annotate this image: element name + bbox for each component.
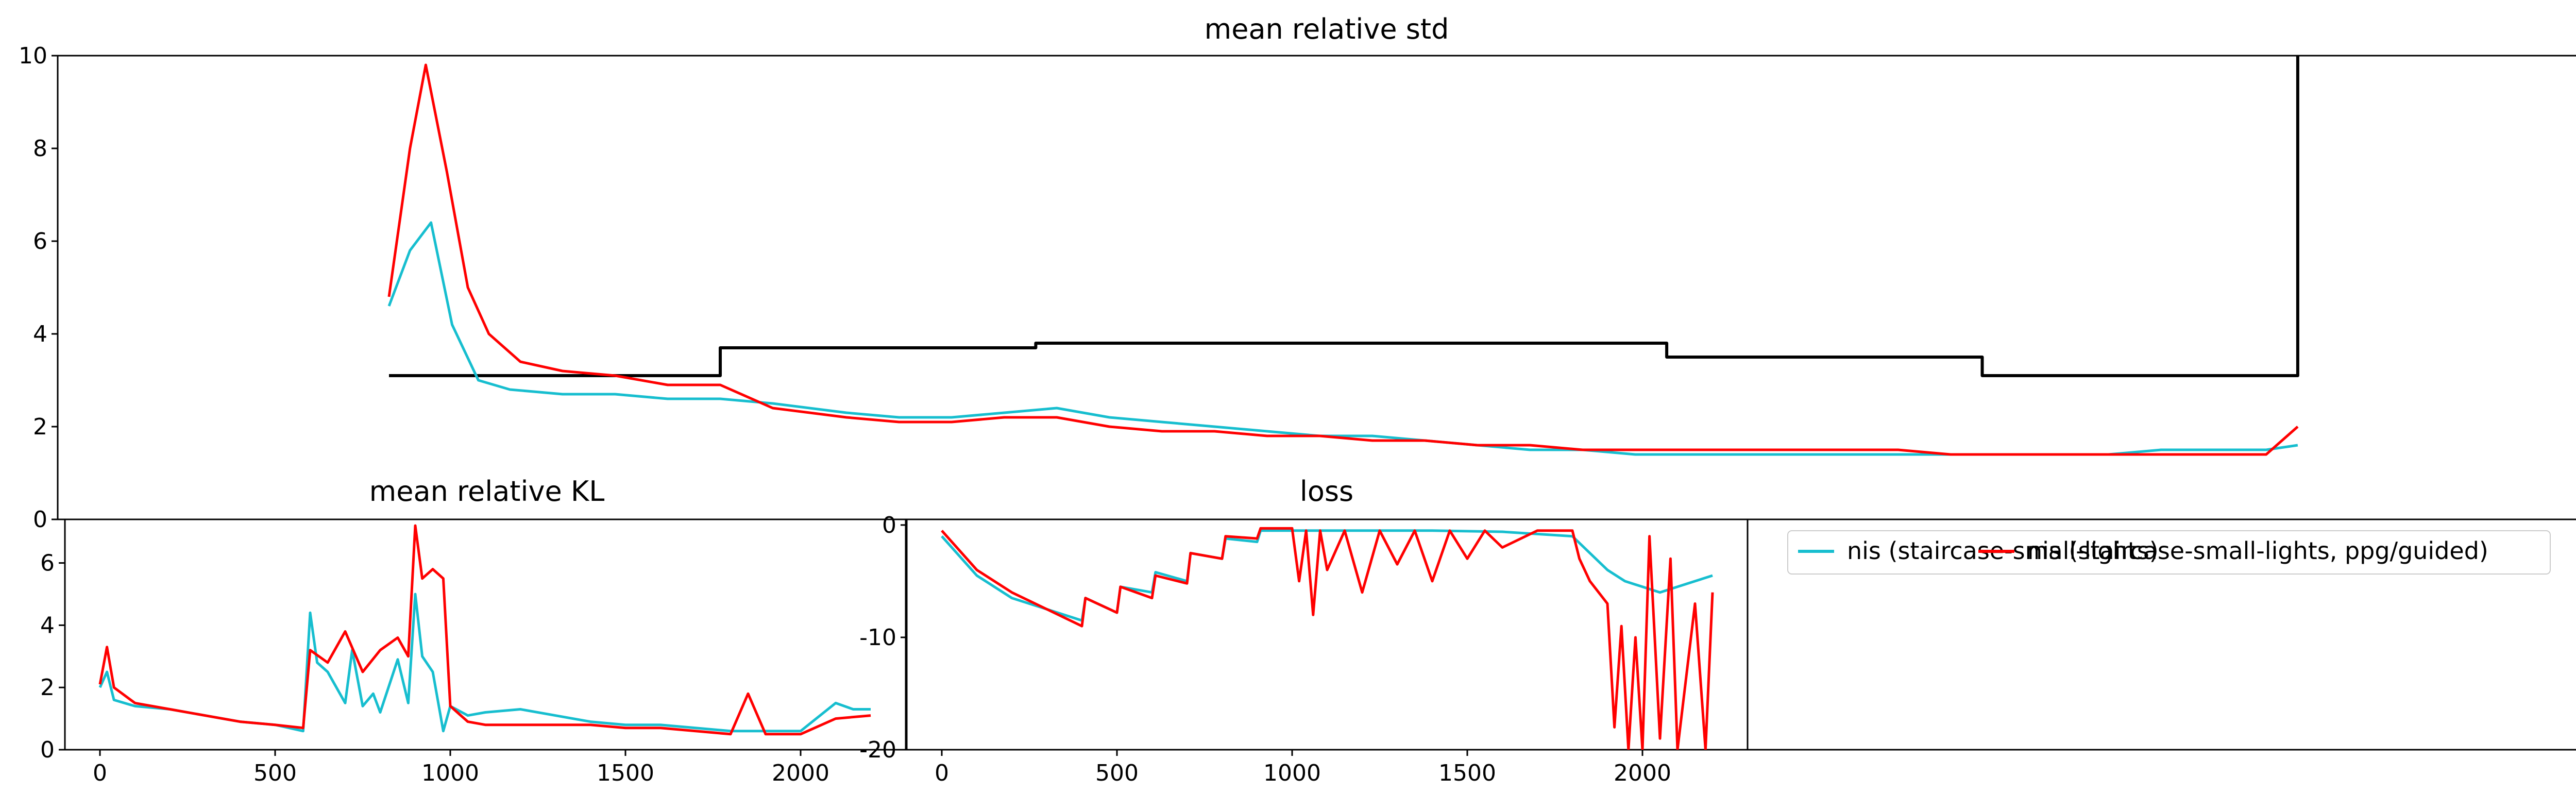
x-tick-label: 0 <box>935 760 949 786</box>
legend-label-ppg: nis (staircase-small-lights, ppg/guided) <box>2027 537 2488 565</box>
y-tick-label: 6 <box>40 550 55 577</box>
series-line-ppg <box>387 63 2299 456</box>
panel-mean-relative-std: mean relative std 0 2 4 6 8 10 <box>19 13 2576 533</box>
y-tick-label: 6 <box>33 228 47 255</box>
chart-title: mean relative KL <box>369 475 605 508</box>
x-tick-label: 500 <box>253 760 297 786</box>
y-axis: 0 2 4 6 8 10 <box>19 43 58 533</box>
series-group <box>941 527 1714 750</box>
x-tick-label: 2000 <box>1614 760 1671 786</box>
panel-loss: loss 0 -10 -20 0 500 1000 1500 2000 <box>859 475 1749 786</box>
x-tick-label: 500 <box>1095 760 1139 786</box>
x-tick-label: 1500 <box>1438 760 1496 786</box>
y-tick-label: 4 <box>33 321 47 347</box>
x-tick-label: 1500 <box>597 760 654 786</box>
y-tick-label: 0 <box>33 507 47 533</box>
y-tick-label: -20 <box>859 737 896 763</box>
legend-box <box>1787 530 2551 575</box>
y-axis: 0 2 4 6 <box>40 550 65 763</box>
x-tick-label: 1000 <box>1263 760 1321 786</box>
series-line-ref <box>389 56 2299 377</box>
series-line-nis <box>941 529 1713 622</box>
x-tick-label: 0 <box>93 760 107 786</box>
y-tick-label: 0 <box>882 512 896 538</box>
series-line-nis <box>387 221 2298 456</box>
series-group <box>387 56 2299 456</box>
y-tick-label: 4 <box>40 612 55 638</box>
y-tick-label: 10 <box>19 43 47 69</box>
series-group <box>98 524 871 736</box>
legend-frame <box>1747 518 2576 751</box>
series-line-ppg <box>98 524 871 736</box>
x-axis: 0 500 1000 1500 2000 <box>935 750 1671 786</box>
y-tick-label: 2 <box>40 674 55 701</box>
series-line-ppg <box>941 527 1714 750</box>
y-tick-label: 0 <box>40 737 55 763</box>
legend-panel: nis (staircase-small-lights) nis (stairc… <box>1747 518 2576 751</box>
x-tick-label: 1000 <box>421 760 479 786</box>
x-tick-label: 2000 <box>772 760 829 786</box>
y-tick-label: 2 <box>33 414 47 440</box>
x-axis: 0 500 1000 1500 2000 <box>93 750 829 786</box>
chart-title: loss <box>1300 475 1353 508</box>
chart-title: mean relative std <box>1205 13 1449 45</box>
y-axis: 0 -10 -20 <box>859 512 907 763</box>
y-tick-label: -10 <box>859 625 896 651</box>
y-tick-label: 8 <box>33 136 47 162</box>
panel-mean-relative-kl: mean relative KL 0 2 4 6 0 500 1000 1500 2000 <box>40 475 907 786</box>
plot-frame <box>64 518 907 751</box>
